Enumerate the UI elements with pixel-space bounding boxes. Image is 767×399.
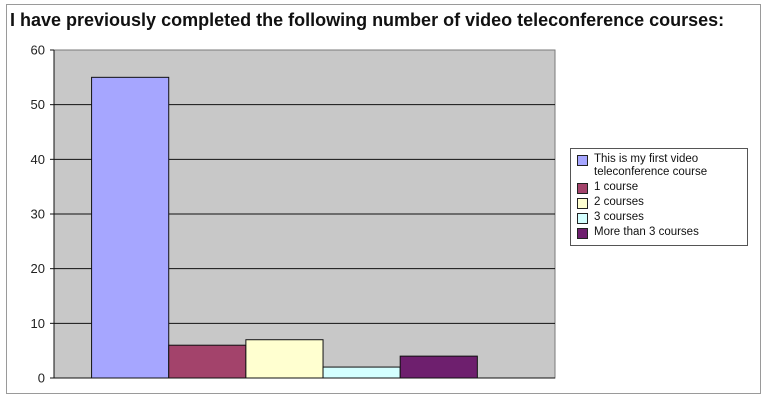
y-tick-label: 30 [31,207,45,222]
bars [91,76,478,379]
bar-series-4 [399,355,478,379]
y-tick-label: 40 [31,152,45,167]
y-tick-label: 60 [31,43,45,58]
y-tick-label: 0 [38,371,45,386]
legend-item: 2 courses [577,196,741,209]
legend-item: This is my first video teleconference co… [577,153,741,179]
y-tick-label: 20 [31,261,45,276]
legend-item: 3 courses [577,211,741,224]
legend-item: 1 course [577,181,741,194]
legend-label: 1 course [594,181,639,193]
legend-swatch [577,213,588,224]
y-tick-label: 10 [31,316,45,331]
bar-series-3 [322,366,401,379]
legend-label: 3 courses [594,211,644,223]
legend: This is my first video teleconference co… [570,148,748,246]
legend-label: 2 courses [594,196,644,208]
legend-label: This is my first video teleconference co… [594,153,708,178]
legend-swatch [577,228,588,239]
chart-title: I have previously completed the followin… [10,10,725,30]
legend-item: More than 3 courses [577,226,741,239]
y-axis-ticks: 0 10 20 30 40 50 60 [31,43,54,386]
bar-series-0 [91,76,170,379]
legend-swatch [577,198,588,209]
y-tick-label: 50 [31,97,45,112]
bar-series-2 [245,339,324,379]
legend-label: More than 3 courses [594,226,699,238]
bar-series-1 [168,344,247,379]
legend-swatch [577,183,588,194]
legend-swatch [577,155,588,166]
